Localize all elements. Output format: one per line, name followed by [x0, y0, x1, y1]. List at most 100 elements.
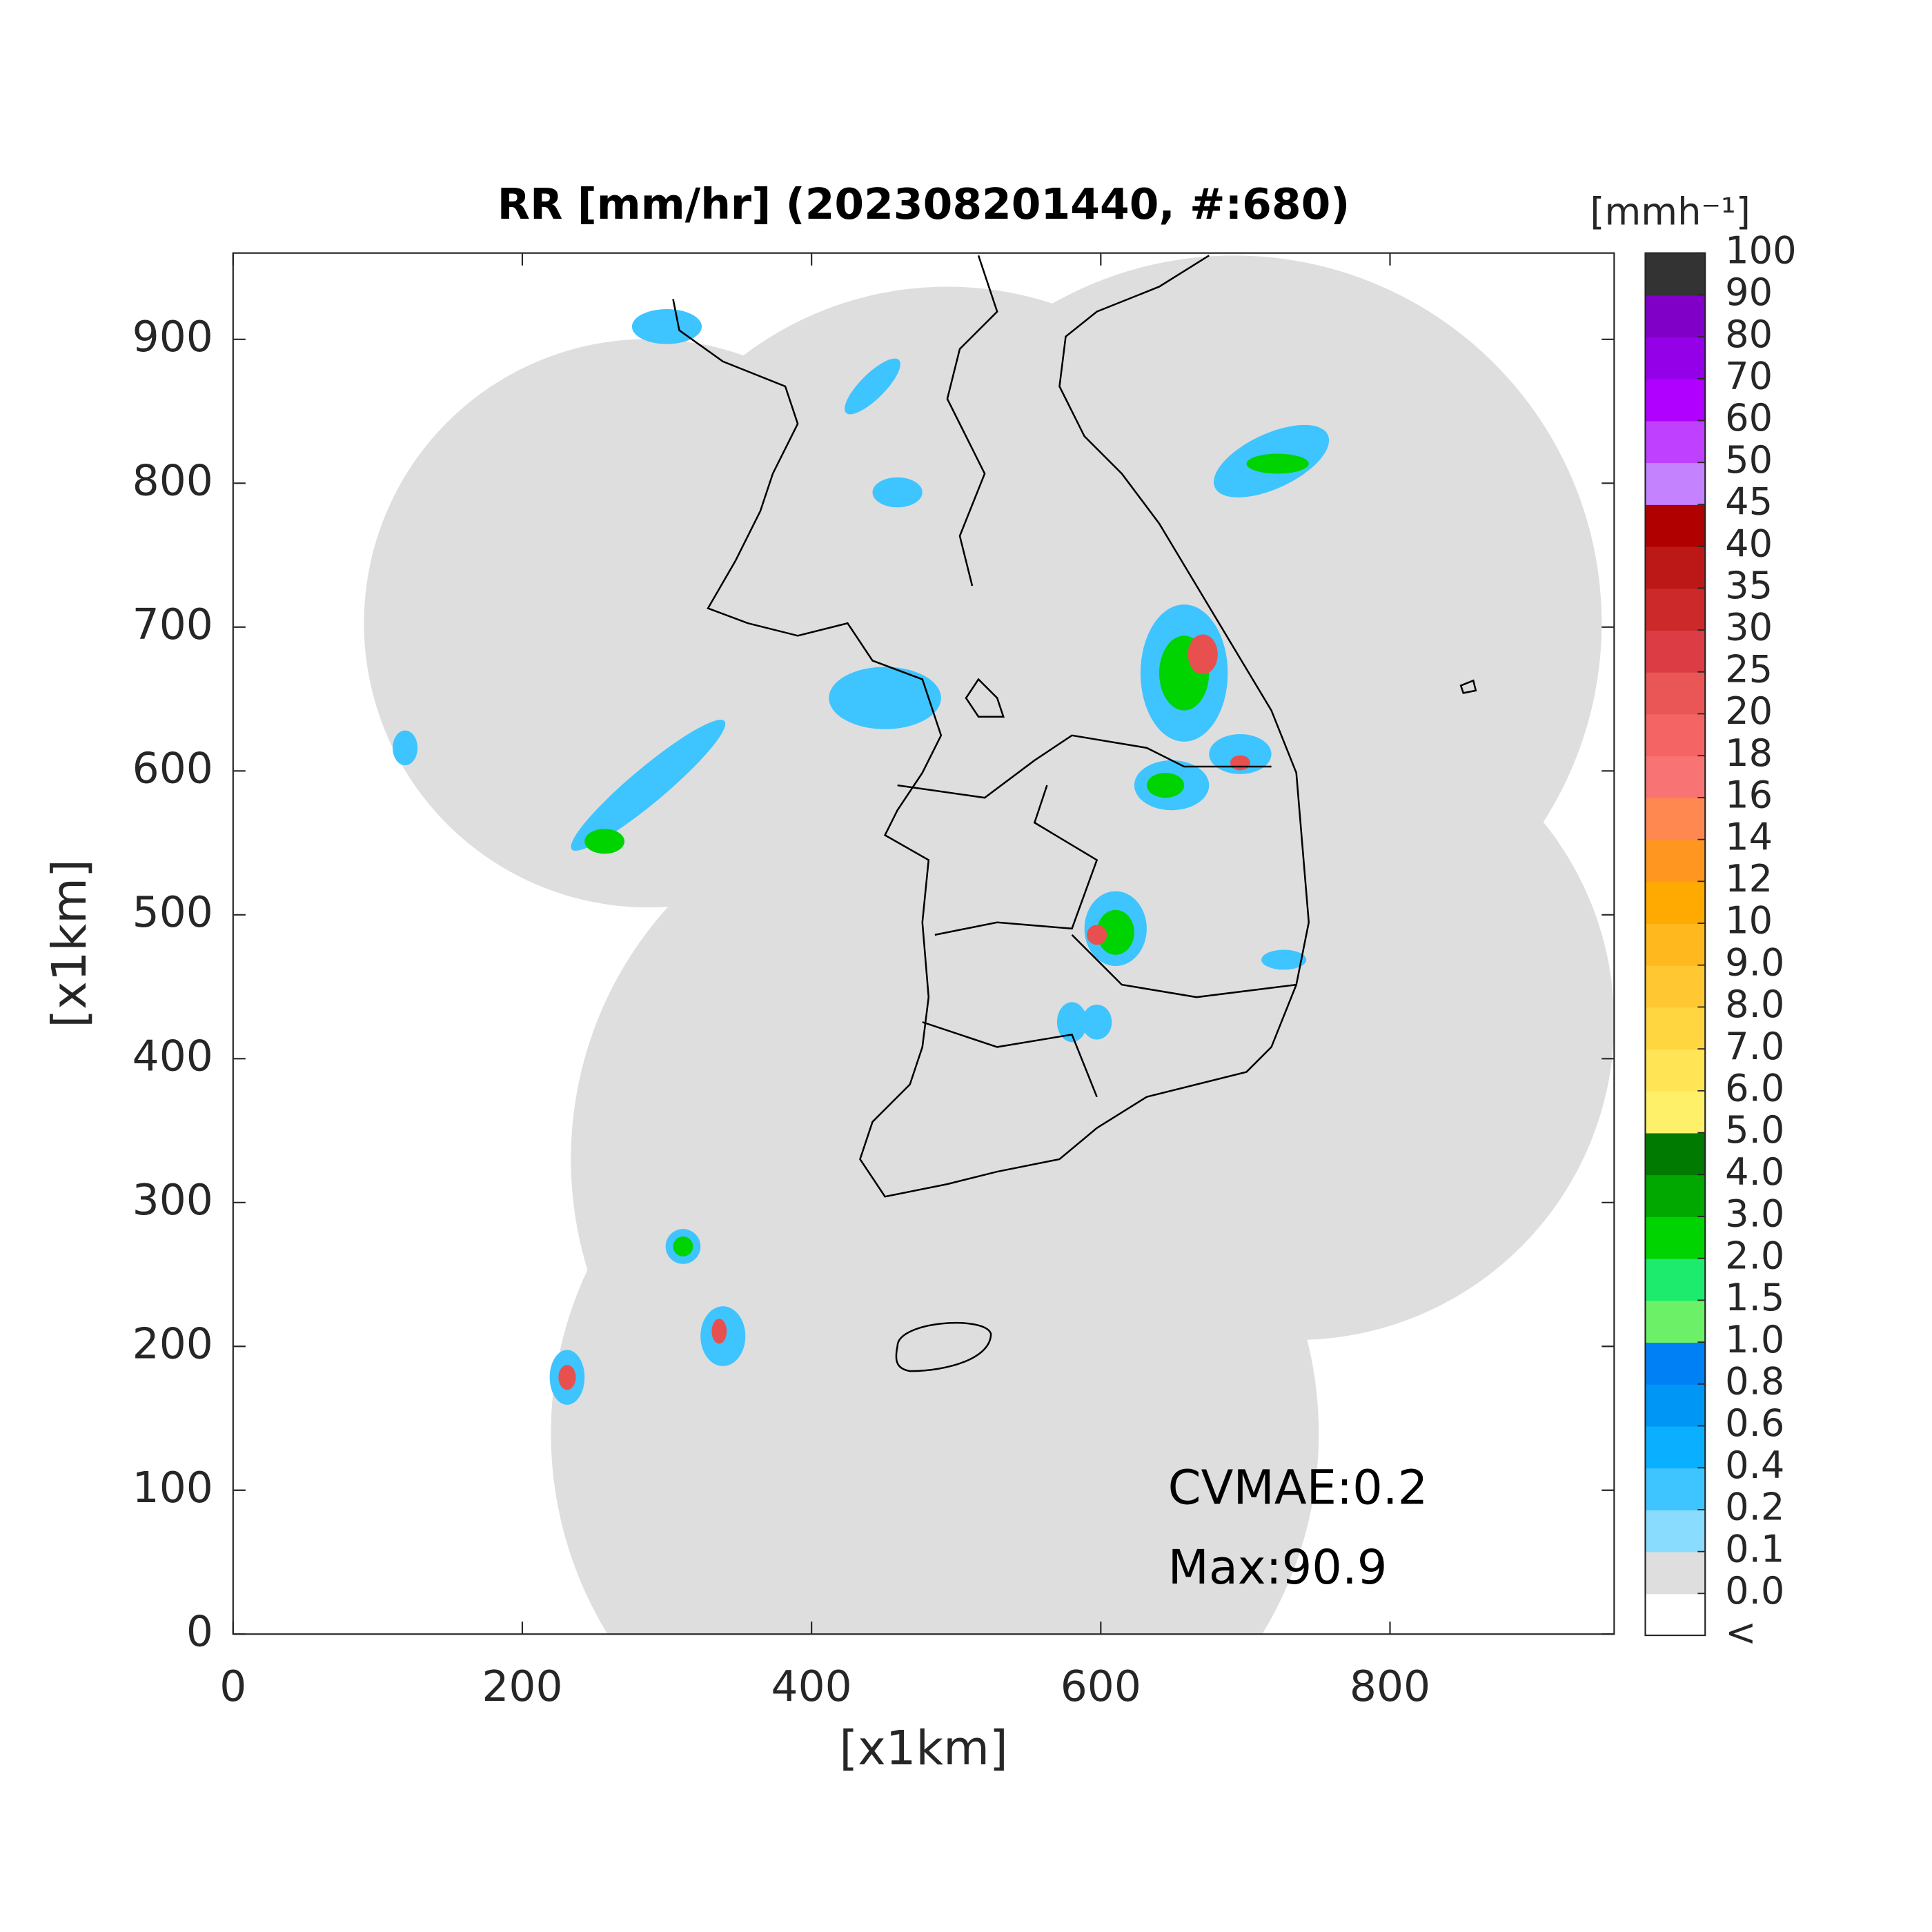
coast [672, 255, 1310, 1198]
colorbar-bin [1645, 881, 1706, 924]
echo [1096, 909, 1134, 955]
colorbar-bin [1645, 1426, 1706, 1469]
colorbar-bin [1645, 756, 1706, 798]
x-tick-label: 0 [219, 1662, 246, 1711]
colorbar-tick-label: 10 [1725, 899, 1773, 943]
colorbar-bin [1645, 1468, 1706, 1510]
colorbar-tick-label: 8.0 [1725, 983, 1784, 1026]
colorbar-bin [1645, 1342, 1706, 1385]
colorbar-tick-label: 0.2 [1725, 1486, 1784, 1529]
border [897, 734, 1272, 799]
colorbar-bin [1645, 1593, 1706, 1636]
colorbar-title: [mmh⁻¹] [1590, 190, 1751, 233]
colorbar-bin [1645, 713, 1706, 757]
colorbar-tick-label: 14 [1725, 815, 1773, 858]
rain-echoes [393, 309, 1330, 1405]
echo [1187, 634, 1218, 675]
echo [1146, 773, 1185, 798]
colorbar-bin [1645, 546, 1706, 589]
colorbar-tick-label: 0.1 [1725, 1527, 1784, 1570]
colorbar-bin [1645, 1132, 1706, 1176]
colorbar-tick-label: 6.0 [1725, 1067, 1784, 1110]
colorbar-bin [1645, 1300, 1706, 1343]
colorbar-tick-label: 30 [1725, 606, 1773, 649]
colorbar-bin [1645, 630, 1706, 673]
colorbar-tick-label: 20 [1725, 689, 1773, 733]
y-tick-label: 300 [132, 1176, 213, 1225]
colorbar-tick-label: 25 [1725, 647, 1773, 691]
colorbar-bin [1645, 671, 1706, 715]
border [934, 785, 1098, 936]
colorbar-tick-label: 80 [1725, 313, 1773, 356]
colorbar-bin [1645, 923, 1706, 966]
colorbar-tick-label: 0.0 [1725, 1569, 1784, 1613]
echo [393, 730, 418, 766]
x-tick-label: 200 [482, 1662, 562, 1711]
echo [829, 667, 941, 729]
colorbar-bin [1645, 1551, 1706, 1595]
colorbar-frame [1644, 252, 1706, 1637]
colorbar-tick-label: 45 [1725, 480, 1773, 524]
plot-frame [232, 252, 1615, 1635]
colorbar-tick-label: 1.0 [1725, 1318, 1784, 1361]
colorbar-bin [1645, 462, 1706, 505]
colorbar-bin [1645, 1383, 1706, 1427]
annotation: CVMAE:0.2 [1168, 1461, 1428, 1516]
x-axis-label: [x1km] [839, 1721, 1007, 1776]
y-tick-label: 400 [132, 1032, 213, 1081]
chart-title: RR [mm/hr] (202308201440, #:680) [497, 180, 1350, 229]
echo [1056, 1002, 1087, 1043]
y-tick-label: 700 [132, 600, 213, 649]
echo [711, 1319, 727, 1344]
border [965, 678, 1005, 718]
border [922, 1021, 1098, 1098]
colorbar-bin [1645, 295, 1706, 338]
echo [1230, 755, 1250, 771]
colorbar-tick-label: 70 [1725, 354, 1773, 397]
colorbar-tick-label: 1.5 [1725, 1276, 1784, 1319]
y-tick-label: 0 [186, 1607, 213, 1656]
y-tick-label: 500 [132, 888, 213, 937]
colorbar-bin [1645, 253, 1706, 296]
annotation: Max:90.9 [1168, 1540, 1388, 1595]
colorbar-tick-label: 3.0 [1725, 1192, 1784, 1236]
colorbar-tick-label: 7.0 [1725, 1025, 1784, 1068]
echo [631, 309, 702, 344]
border [1071, 934, 1297, 998]
echo [558, 1365, 576, 1390]
light-rain [393, 309, 1330, 1405]
colorbar-bin [1645, 1174, 1706, 1217]
colorbar-tick-label: 35 [1725, 564, 1773, 607]
radar-coverage [364, 255, 1615, 1635]
echo [673, 1236, 693, 1256]
colorbar-tick-label: 90 [1725, 270, 1773, 314]
y-tick-label: 800 [132, 456, 213, 505]
colorbar-bin [1645, 797, 1706, 840]
colorbar-bin [1645, 1007, 1706, 1050]
colorbar-tick-label: < [1725, 1611, 1756, 1655]
echo [584, 829, 625, 854]
colorbar-tick-label: 4.0 [1725, 1150, 1784, 1194]
colorbar-tick-label: 2.0 [1725, 1234, 1784, 1277]
y-tick-label: 900 [132, 313, 213, 362]
colorbar-tick-label: 0.4 [1725, 1443, 1784, 1487]
colorbar-tick-label: 5.0 [1725, 1108, 1784, 1152]
island [1459, 679, 1477, 694]
colorbar-bin [1645, 337, 1706, 379]
colorbar-tick-label: 60 [1725, 396, 1773, 440]
colorbar-tick-label: 40 [1725, 522, 1773, 565]
y-axis-label: [x1km] [42, 859, 97, 1027]
colorbar-tick-label: 100 [1725, 228, 1796, 272]
echo [571, 720, 726, 851]
colorbar-bin [1645, 504, 1706, 547]
y-tick-label: 100 [132, 1463, 213, 1512]
coverage [611, 286, 1284, 960]
colorbar-bin [1645, 1216, 1706, 1259]
x-tick-label: 800 [1350, 1662, 1430, 1711]
x-tick-label: 400 [771, 1662, 852, 1711]
colorbar-tick-label: 12 [1725, 857, 1773, 900]
colorbar-bin [1645, 588, 1706, 631]
y-tick-label: 600 [132, 744, 213, 793]
colorbar-tick-label: 0.6 [1725, 1401, 1784, 1445]
